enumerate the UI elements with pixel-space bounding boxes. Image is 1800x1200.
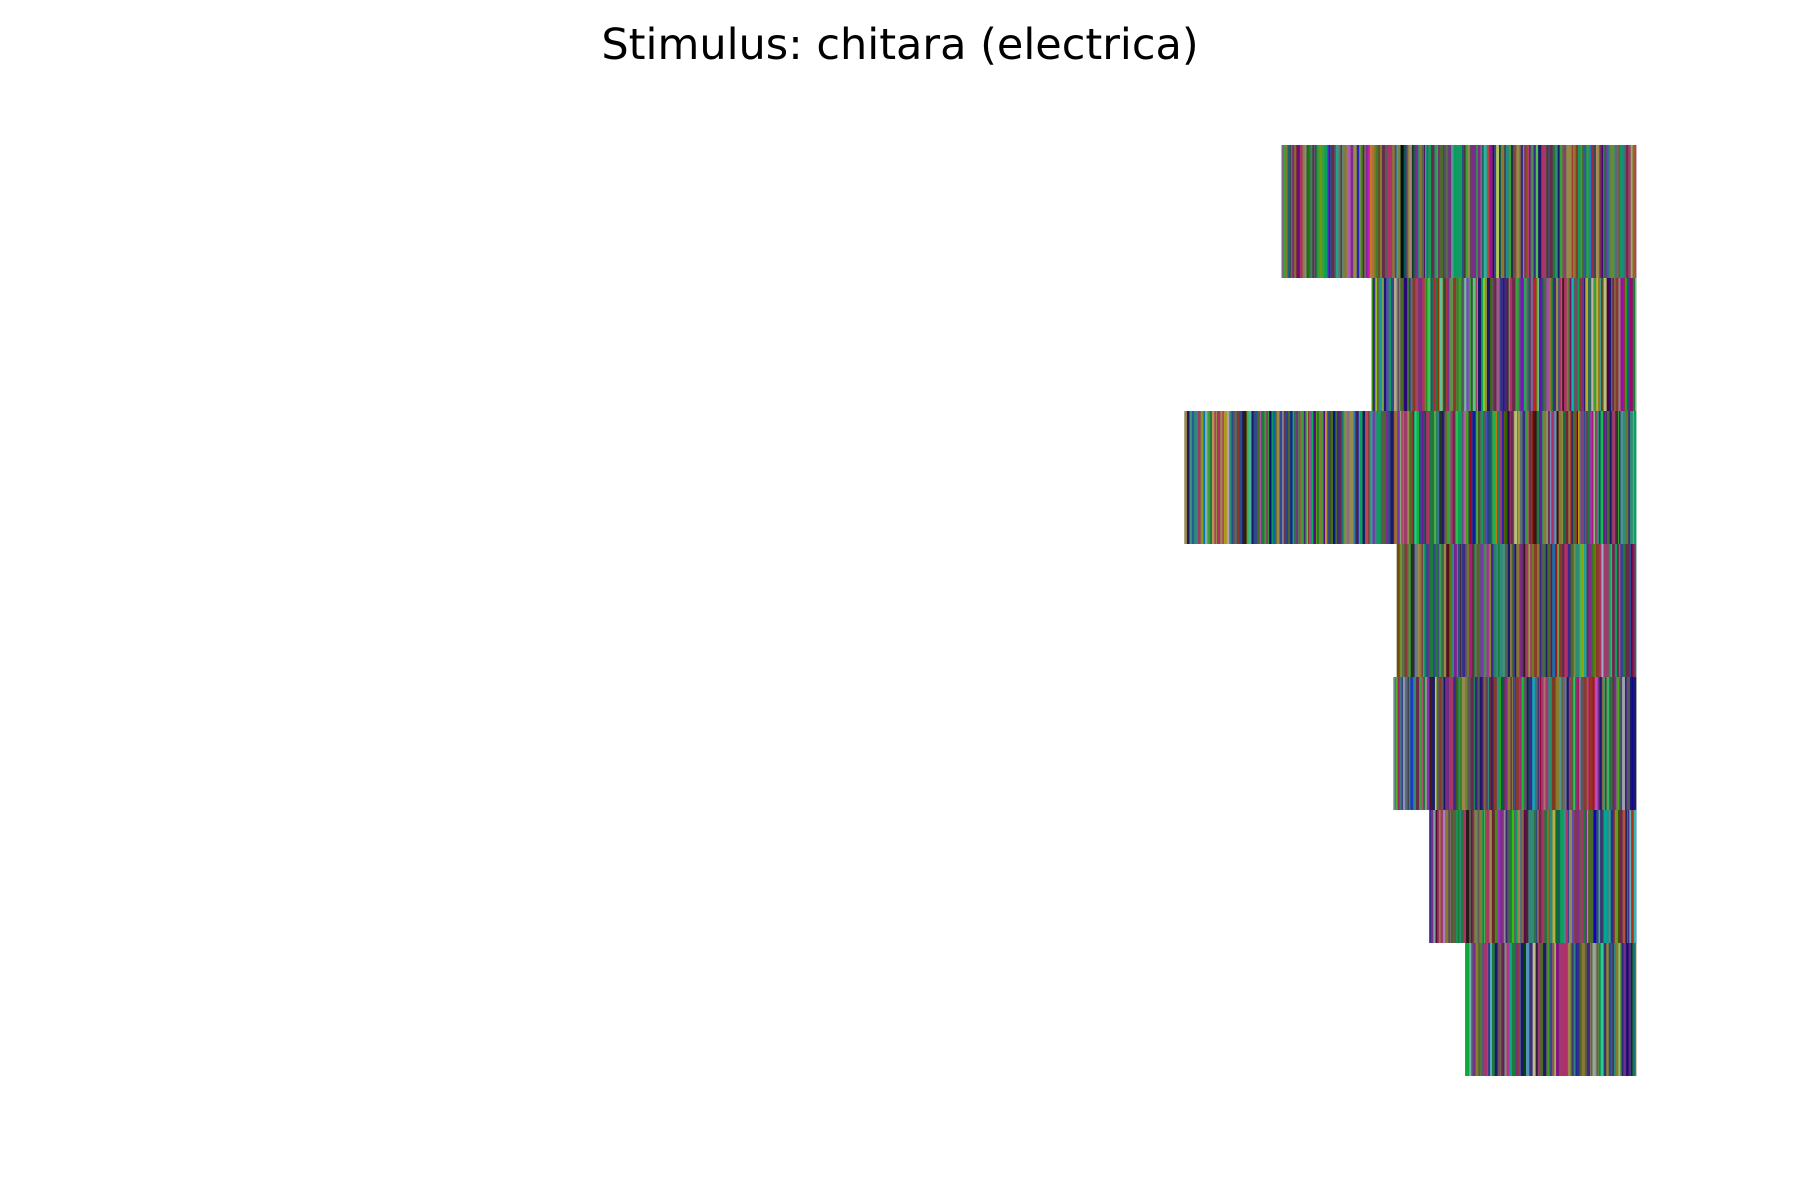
bar-row-6 <box>1429 810 1637 943</box>
chart-title: Stimulus: chitara (electrica) <box>601 20 1199 70</box>
bar-row-3 <box>1184 411 1637 544</box>
bar-row-4 <box>1396 544 1637 677</box>
bar-row-5 <box>1393 677 1637 810</box>
bar-row-2 <box>1371 278 1637 411</box>
bar-row-1 <box>1281 145 1637 278</box>
bar-row-7 <box>1465 943 1637 1076</box>
